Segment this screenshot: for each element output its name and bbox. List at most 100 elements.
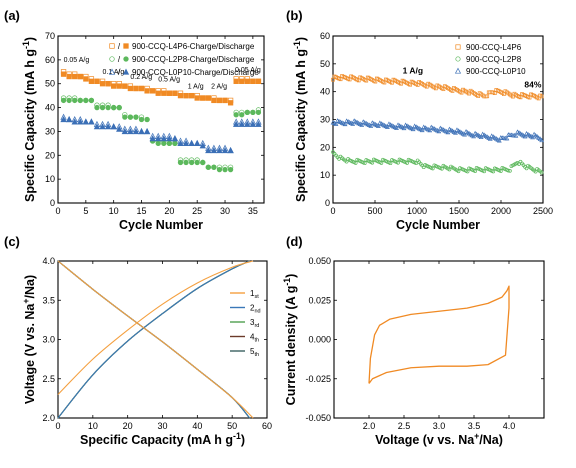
x-axis-label: Specific Capacity (mA h g-1) <box>80 431 245 447</box>
discharge-point <box>227 147 234 154</box>
cycle-point <box>496 138 502 143</box>
discharge-point <box>155 140 161 147</box>
cycle-point <box>513 133 519 138</box>
y-tick-label: 0.025 <box>308 295 331 305</box>
discharge-point <box>83 76 89 82</box>
discharge-point <box>244 120 251 127</box>
annotation: 1 A/g <box>403 66 423 76</box>
cycle-point <box>485 94 490 99</box>
series-b-1 <box>331 150 544 175</box>
cycle-point <box>419 127 425 133</box>
discharge-point <box>144 116 150 123</box>
x-tick-label: 1500 <box>449 206 469 216</box>
y-tick-label: 70 <box>45 31 55 41</box>
discharge-point <box>66 73 72 80</box>
discharge-point <box>239 78 245 84</box>
discharge-point <box>211 164 217 170</box>
cycle-point <box>491 169 496 174</box>
cycle-point <box>473 169 477 173</box>
cycle-point <box>414 161 419 166</box>
panel-d-chart: 2.0 2.5 3.0 3.5 4.0 0.050 0.025 0.000 -0.025 -0.0… <box>282 256 545 447</box>
rate-label: 0.5 A/g <box>158 76 180 83</box>
panel-c-label: (c) <box>4 234 20 249</box>
legend-entry: 900-CCQ-L2P8-Charge/Discharge <box>132 55 255 64</box>
discharge-point <box>249 120 257 127</box>
discharge-point <box>144 88 150 94</box>
cycle-point <box>498 169 503 173</box>
x-tick-label: 35 <box>248 206 258 216</box>
legend-marker-filled <box>122 68 130 75</box>
panel-b-label: (b) <box>286 8 303 23</box>
discharge-point <box>99 81 106 87</box>
discharge-point <box>127 127 134 135</box>
discharge-point <box>77 97 83 104</box>
discharge-point <box>205 164 211 170</box>
y-axis-label: Current density (A g-1) <box>282 274 298 406</box>
y-axis-label: Specific Capacity (mA h g-1) <box>292 37 308 202</box>
cycle-point <box>333 121 339 126</box>
x-tick-label: 10 <box>109 206 119 216</box>
discharge-point <box>105 104 111 111</box>
discharge-point <box>149 88 156 94</box>
y-tick-label: 4.0 <box>42 256 55 266</box>
discharge-point <box>166 140 173 147</box>
rate-label: 0.05 A/g <box>235 67 261 74</box>
discharge-point <box>94 104 100 111</box>
cycle-point <box>368 123 374 128</box>
x-tick-label: 2.0 <box>363 421 376 431</box>
x-tick-label: 2000 <box>491 206 511 216</box>
cycle-point <box>482 169 487 174</box>
y-tick-label: -0.050 <box>305 413 331 423</box>
legend-marker-open <box>108 68 116 75</box>
discharge-point <box>188 92 195 99</box>
panel-c-chart: 0 10 20 30 40 50 60 2.0 2.5 3.0 3.5 4.0 Specific Cap… <box>21 256 272 447</box>
y-axis-label: Voltage (V vs. Na+/Na) <box>21 275 37 404</box>
discharge-point <box>183 159 189 166</box>
cycle-point <box>388 161 393 166</box>
x-tick-label: 3.5 <box>468 421 481 431</box>
x-tick-label: 0 <box>330 206 335 216</box>
cycle-point <box>539 137 545 143</box>
discharge-point <box>161 140 167 147</box>
discharge-point <box>182 139 190 147</box>
discharge-point <box>166 135 173 142</box>
cycle-point <box>539 170 544 175</box>
legend-marker-filled <box>123 43 129 49</box>
x-tick-label: 10 <box>88 421 98 431</box>
y-tick-label: 60 <box>45 55 55 65</box>
legend-entry: 900-CCQ-L4P6-Charge/Discharge <box>132 42 255 51</box>
legend-entry: 4th <box>250 333 259 344</box>
discharge-point <box>88 118 95 125</box>
x-tick-label: 20 <box>164 206 174 216</box>
discharge-point <box>205 147 212 154</box>
legend-entry: 1st <box>250 289 259 300</box>
discharge-point <box>132 127 140 135</box>
discharge-point <box>233 78 239 84</box>
x-tick-label: 30 <box>157 421 167 431</box>
legend-entry: 900-CCQ-L2P8 <box>466 55 522 64</box>
x-tick-label: 0 <box>55 206 60 216</box>
y-tick-label: 20 <box>320 142 330 152</box>
discharge-point <box>244 109 250 115</box>
y-tick-label: 3.0 <box>42 335 55 345</box>
legend-marker <box>455 44 461 50</box>
y-tick-label: 0.000 <box>308 335 331 345</box>
cycle-point <box>465 169 470 174</box>
y-tick-label: 0 <box>50 198 55 208</box>
discharge-point <box>211 97 217 104</box>
cv-loop <box>368 285 510 384</box>
discharge-point <box>200 159 206 166</box>
discharge-point <box>255 120 262 127</box>
discharge-point <box>250 78 256 84</box>
cycle-point <box>394 125 399 130</box>
cycle-point <box>344 159 349 164</box>
discharge-point <box>238 120 245 127</box>
cycle-point <box>539 94 544 99</box>
x-axis-label: Cycle Number <box>396 218 480 232</box>
discharge-point <box>188 159 195 166</box>
discharge-point <box>221 147 229 154</box>
rate-label: 0.2 A/g <box>130 74 152 81</box>
discharge-point <box>188 139 195 147</box>
charge-curve <box>57 260 250 419</box>
discharge-point <box>227 166 234 173</box>
